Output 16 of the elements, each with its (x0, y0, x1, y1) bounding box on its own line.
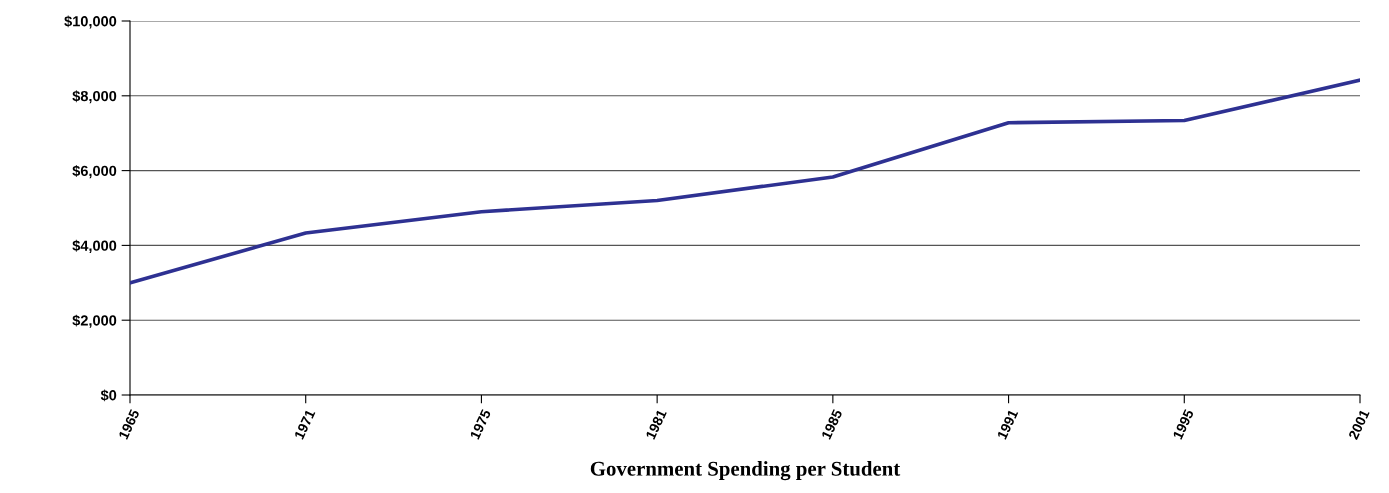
x-tick-label: 1985 (821, 408, 843, 440)
x-tick-label: 1991 (996, 408, 1019, 440)
y-tick-label: $4,000 (72, 239, 117, 253)
x-tick-label: 2001 (1348, 408, 1370, 441)
line-series (130, 78, 1360, 285)
x-axis-title: Government Spending per Student (590, 461, 901, 481)
y-tick-label: $0 (100, 389, 117, 402)
y-tick-label: $8,000 (72, 90, 117, 104)
x-tick-label: 1975 (469, 408, 492, 440)
x-tick-label: 1971 (294, 408, 316, 440)
x-tick-label: 1981 (645, 408, 667, 440)
y-tick-label: $10,000 (64, 15, 117, 29)
y-tick-label: $6,000 (72, 165, 117, 179)
x-tick-label: 1995 (1172, 408, 1195, 440)
x-tick-label: 1965 (118, 408, 140, 440)
y-tick-label: $2,000 (72, 314, 117, 328)
